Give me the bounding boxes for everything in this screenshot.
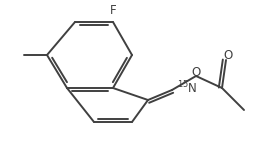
Text: O: O — [223, 49, 233, 61]
Text: F: F — [110, 4, 116, 16]
Text: O: O — [191, 65, 201, 79]
Text: $^{15}$N: $^{15}$N — [177, 80, 198, 96]
